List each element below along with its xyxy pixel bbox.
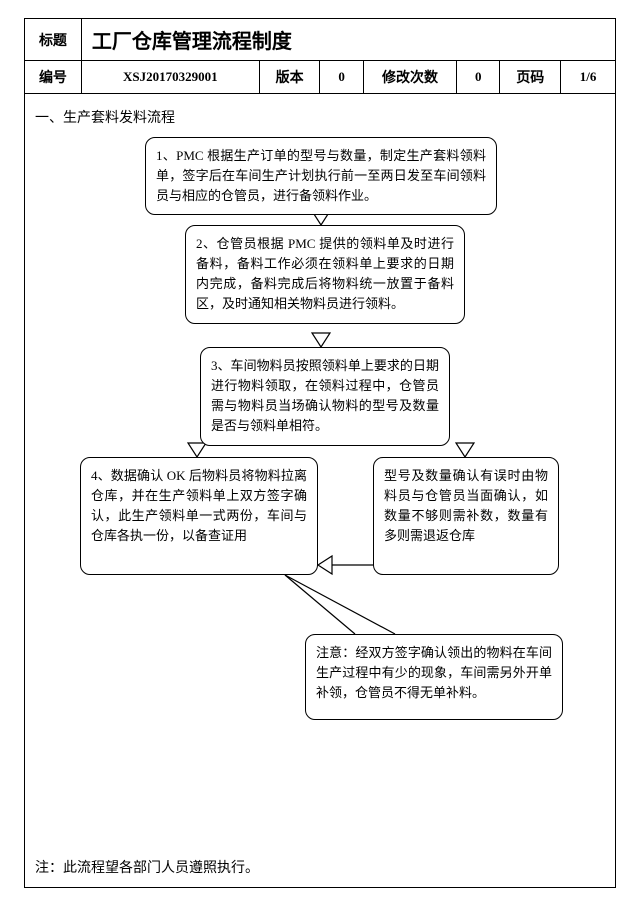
rev-label: 修改次数 [363,61,456,94]
code-value: XSJ20170329001 [81,61,259,94]
version-label: 版本 [259,61,320,94]
rev-value: 0 [457,61,500,94]
section-title: 一、生产套料发料流程 [35,107,175,127]
title-label: 标题 [25,19,81,61]
page-value: 1/6 [561,61,615,94]
version-value: 0 [320,61,363,94]
header-table: 标题 工厂仓库管理流程制度 编号 XSJ20170329001 版本 0 修改次… [25,19,615,94]
flow-node-n3: 3、车间物料员按照领料单上要求的日期进行物料领取，在领料过程中，仓管员需与物料员… [200,347,450,446]
page-label: 页码 [500,61,561,94]
flow-node-n1: 1、PMC 根据生产订单的型号与数量，制定生产套料领料单，签字后在车间生产计划执… [145,137,497,215]
flow-node-n4: 4、数据确认 OK 后物料员将物料拉离仓库，并在生产领料单上双方签字确认，此生产… [80,457,318,575]
flow-node-note: 注意：经双方签字确认领出的物料在车间生产过程中有少的现象，车间需另外开单补领，仓… [305,634,563,720]
page-title: 工厂仓库管理流程制度 [81,19,615,61]
footer-note: 注：此流程望各部门人员遵照执行。 [35,857,259,877]
page-frame: 标题 工厂仓库管理流程制度 编号 XSJ20170329001 版本 0 修改次… [24,18,616,888]
flow-node-n2: 2、仓管员根据 PMC 提供的领料单及时进行备料，备料工作必须在领料单上要求的日… [185,225,465,324]
code-label: 编号 [25,61,81,94]
flow-node-n5: 型号及数量确认有误时由物料员与仓管员当面确认，如数量不够则需补数，数量有多则需退… [373,457,559,575]
